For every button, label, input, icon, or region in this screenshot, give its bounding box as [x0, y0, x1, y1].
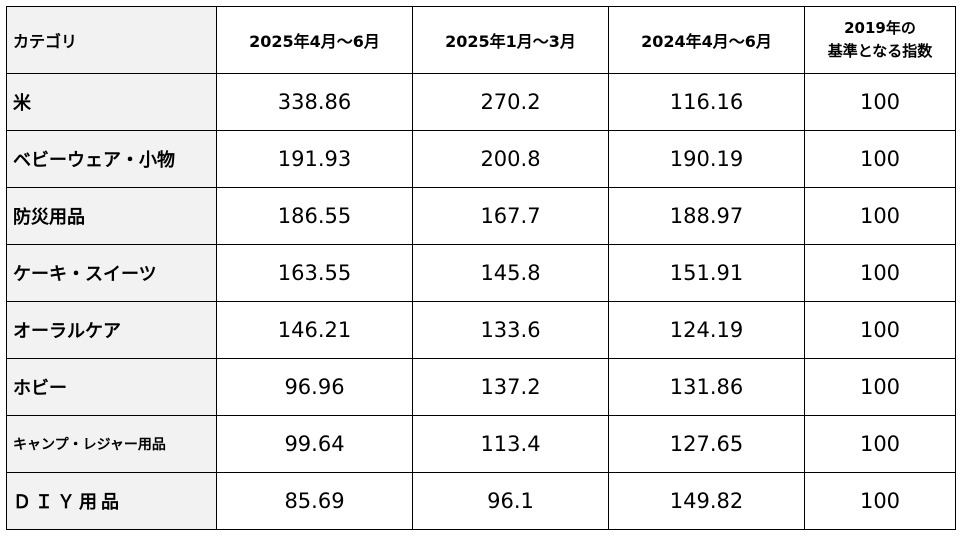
cell-2019-base: 100	[804, 73, 956, 131]
cell-2025-jan-mar: 133.6	[412, 301, 609, 359]
table-row: キャンプ・レジャー用品 99.64 113.4 127.65 100	[6, 415, 956, 473]
row-category: オーラルケア	[6, 301, 217, 359]
index-table-container: カテゴリ 2025年4月～6月 2025年1月～3月 2024年4月～6月 20…	[6, 6, 956, 530]
row-category: ケーキ・スイーツ	[6, 244, 217, 302]
table-row: ベビーウェア・小物 191.93 200.8 190.19 100	[6, 130, 956, 188]
cell-2024-apr-jun: 131.86	[608, 358, 805, 416]
table-row: 防災用品 186.55 167.7 188.97 100	[6, 187, 956, 245]
row-category: ホビー	[6, 358, 217, 416]
cell-2019-base: 100	[804, 472, 956, 530]
category-index-table: カテゴリ 2025年4月～6月 2025年1月～3月 2024年4月～6月 20…	[6, 6, 956, 530]
cell-2025-jan-mar: 270.2	[412, 73, 609, 131]
header-2019-base-line1: 2019年の	[844, 19, 916, 37]
row-category: ＤＩＹ用品	[6, 472, 217, 530]
cell-2024-apr-jun: 149.82	[608, 472, 805, 530]
table-row: ＤＩＹ用品 85.69 96.1 149.82 100	[6, 472, 956, 530]
table-header-row: カテゴリ 2025年4月～6月 2025年1月～3月 2024年4月～6月 20…	[6, 6, 956, 74]
header-2025-apr-jun: 2025年4月～6月	[216, 6, 413, 74]
table-row: ホビー 96.96 137.2 131.86 100	[6, 358, 956, 416]
header-2019-base-line2: 基準となる指数	[827, 42, 933, 60]
cell-2025-apr-jun: 146.21	[216, 301, 413, 359]
cell-2025-apr-jun: 163.55	[216, 244, 413, 302]
cell-2025-apr-jun: 191.93	[216, 130, 413, 188]
row-category: キャンプ・レジャー用品	[6, 415, 217, 473]
cell-2024-apr-jun: 190.19	[608, 130, 805, 188]
table-row: オーラルケア 146.21 133.6 124.19 100	[6, 301, 956, 359]
row-category: ベビーウェア・小物	[6, 130, 217, 188]
table-row: ケーキ・スイーツ 163.55 145.8 151.91 100	[6, 244, 956, 302]
table-row: 米 338.86 270.2 116.16 100	[6, 73, 956, 131]
header-2024-apr-jun: 2024年4月～6月	[608, 6, 805, 74]
cell-2019-base: 100	[804, 187, 956, 245]
cell-2025-apr-jun: 96.96	[216, 358, 413, 416]
cell-2024-apr-jun: 188.97	[608, 187, 805, 245]
header-2025-jan-mar: 2025年1月～3月	[412, 6, 609, 74]
cell-2025-jan-mar: 200.8	[412, 130, 609, 188]
cell-2025-jan-mar: 145.8	[412, 244, 609, 302]
cell-2025-jan-mar: 113.4	[412, 415, 609, 473]
cell-2019-base: 100	[804, 358, 956, 416]
cell-2025-apr-jun: 99.64	[216, 415, 413, 473]
cell-2024-apr-jun: 127.65	[608, 415, 805, 473]
header-2019-base-index: 2019年の 基準となる指数	[804, 6, 956, 74]
cell-2025-apr-jun: 85.69	[216, 472, 413, 530]
cell-2019-base: 100	[804, 301, 956, 359]
cell-2025-jan-mar: 167.7	[412, 187, 609, 245]
cell-2025-jan-mar: 96.1	[412, 472, 609, 530]
header-category: カテゴリ	[6, 6, 217, 74]
cell-2024-apr-jun: 151.91	[608, 244, 805, 302]
row-category: 防災用品	[6, 187, 217, 245]
cell-2024-apr-jun: 124.19	[608, 301, 805, 359]
cell-2019-base: 100	[804, 415, 956, 473]
cell-2024-apr-jun: 116.16	[608, 73, 805, 131]
cell-2025-apr-jun: 338.86	[216, 73, 413, 131]
cell-2019-base: 100	[804, 130, 956, 188]
cell-2025-jan-mar: 137.2	[412, 358, 609, 416]
cell-2025-apr-jun: 186.55	[216, 187, 413, 245]
row-category: 米	[6, 73, 217, 131]
cell-2019-base: 100	[804, 244, 956, 302]
